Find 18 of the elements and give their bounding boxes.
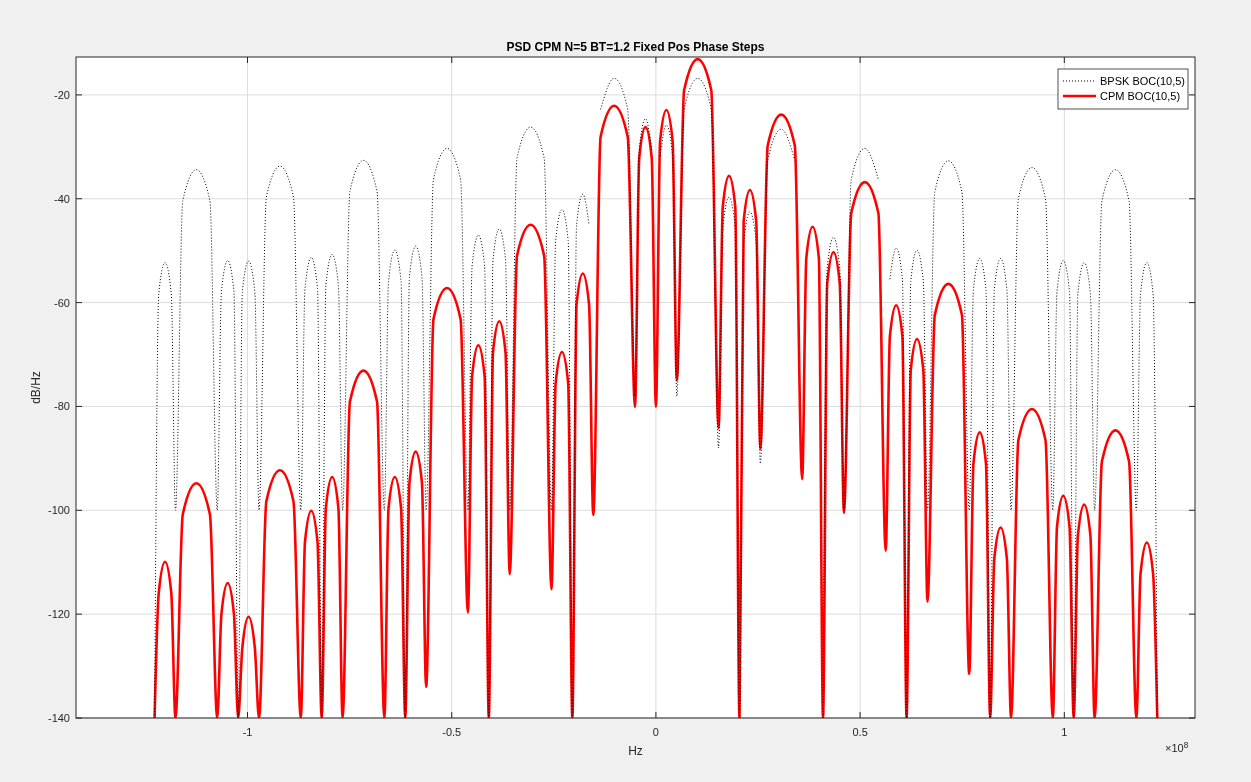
- y-tick-label: -20: [54, 88, 70, 101]
- y-tick-label: -100: [47, 504, 70, 517]
- y-tick-label: -40: [54, 192, 70, 205]
- y-tick-label: -60: [54, 296, 70, 309]
- x-tick-label: 0: [652, 726, 659, 738]
- legend-label: CPM BOC(10,5): [1100, 90, 1181, 102]
- chart-title: PSD CPM N=5 BT=1.2 Fixed Pos Phase Steps: [506, 40, 765, 54]
- y-tick-label: -140: [47, 712, 70, 724]
- x-tick-label: -1: [242, 726, 253, 738]
- x-axis-title: Hz: [628, 744, 643, 758]
- y-tick-label: -120: [47, 608, 70, 621]
- text: ×10$^{8}$: [1165, 740, 1189, 754]
- x-tick-label: 1: [1061, 726, 1068, 738]
- x-tick-label: 0.5: [852, 726, 868, 738]
- x-tick-label: -0.5: [442, 726, 462, 738]
- legend-label: BPSK BOC(10,5): [1100, 75, 1185, 87]
- y-axis-title: dB/Hz: [29, 371, 43, 404]
- y-tick-label: -80: [54, 400, 70, 413]
